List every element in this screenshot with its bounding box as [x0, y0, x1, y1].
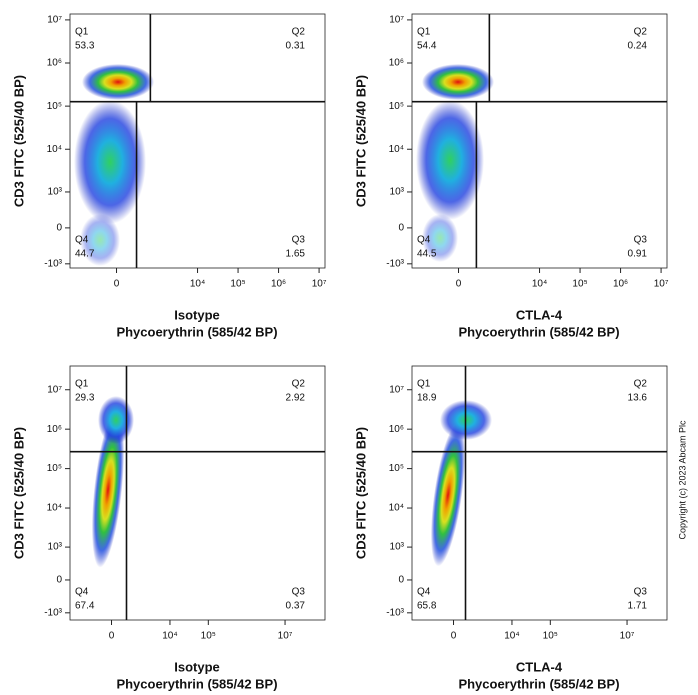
x-tick-label: 0	[456, 279, 462, 290]
x-axis-label: CTLA-4	[516, 659, 563, 674]
x-tick-label: 0	[451, 631, 457, 642]
y-tick-label: 0	[398, 575, 404, 586]
x-axis-label: Phycoerythrin (585/42 BP)	[116, 324, 277, 339]
quadrant-name: Q4	[417, 235, 431, 246]
y-tick-label: 10⁴	[389, 144, 404, 155]
y-axis-label: CD3 FITC (525/40 BP)	[11, 75, 26, 207]
y-tick-label: 10³	[48, 542, 63, 553]
y-tick-label: 10⁶	[389, 424, 404, 435]
quadrant-name: Q1	[417, 27, 431, 38]
x-tick-label: 10⁴	[504, 631, 519, 642]
quadrant-name: Q1	[417, 379, 431, 390]
quadrant-percent: 1.65	[286, 249, 306, 260]
x-axis-label: Phycoerythrin (585/42 BP)	[116, 676, 277, 691]
quadrant-name: Q3	[292, 235, 306, 246]
y-tick-label: 10³	[48, 187, 63, 198]
x-tick-label: 0	[109, 631, 115, 642]
y-tick-label: 10⁵	[389, 101, 404, 112]
quadrant-name: Q2	[292, 379, 306, 390]
x-axis-label: Phycoerythrin (585/42 BP)	[458, 676, 619, 691]
y-tick-label: 10⁴	[389, 503, 404, 514]
y-tick-label: 10³	[390, 187, 405, 198]
y-tick-label: 10⁶	[47, 424, 62, 435]
quadrant-percent: 2.92	[286, 393, 306, 404]
y-tick-label: 0	[56, 223, 62, 234]
y-tick-label: 10⁷	[389, 15, 404, 26]
y-tick-label: 10⁴	[47, 503, 62, 514]
y-axis-label: CD3 FITC (525/40 BP)	[353, 427, 368, 559]
quadrant-percent: 54.4	[417, 41, 437, 52]
quadrant-percent: 29.3	[75, 393, 95, 404]
quadrant-name: Q3	[634, 587, 648, 598]
quadrant-percent: 67.4	[75, 601, 95, 612]
y-tick-label: 10⁵	[47, 463, 62, 474]
y-tick-label: -10³	[386, 258, 404, 269]
y-tick-label: 0	[56, 575, 62, 586]
quadrant-percent: 44.5	[417, 249, 437, 260]
x-axis-label: Isotype	[174, 659, 220, 674]
quadrant-name: Q2	[634, 379, 648, 390]
x-axis-label: CTLA-4	[516, 307, 563, 322]
y-axis-label: CD3 FITC (525/40 BP)	[353, 75, 368, 207]
quadrant-name: Q4	[75, 587, 89, 598]
y-tick-label: 10³	[390, 542, 405, 553]
y-tick-label: 10⁶	[389, 58, 404, 69]
quadrant-percent: 44.7	[75, 249, 95, 260]
x-tick-label: 10⁵	[572, 279, 587, 290]
quadrant-percent: 65.8	[417, 601, 437, 612]
y-tick-label: -10³	[386, 607, 404, 618]
y-tick-label: 10⁵	[47, 101, 62, 112]
quadrant-percent: 0.37	[286, 601, 306, 612]
density-clouds	[74, 64, 494, 568]
quadrant-name: Q2	[634, 27, 648, 38]
quadrant-percent: 13.6	[628, 393, 648, 404]
quadrant-name: Q2	[292, 27, 306, 38]
copyright: Copyright (c) 2023 Abcam Plc	[677, 420, 687, 540]
y-axis-label: CD3 FITC (525/40 BP)	[11, 427, 26, 559]
quadrant-percent: 0.31	[286, 41, 306, 52]
quadrant-percent: 1.71	[628, 601, 648, 612]
x-tick-label: 10⁷	[312, 279, 327, 290]
quadrant-name: Q3	[292, 587, 306, 598]
y-tick-label: -10³	[44, 258, 62, 269]
x-tick-label: 10⁵	[201, 631, 216, 642]
quadrant-name: Q4	[417, 587, 431, 598]
x-tick-label: 10⁴	[190, 279, 205, 290]
y-tick-label: -10³	[44, 607, 62, 618]
x-tick-label: 0	[114, 279, 120, 290]
x-tick-label: 10⁶	[271, 279, 286, 290]
y-tick-label: 10⁷	[47, 15, 62, 26]
quadrant-percent: 0.91	[628, 249, 648, 260]
x-tick-label: 10⁴	[532, 279, 547, 290]
x-tick-label: 10⁴	[162, 631, 177, 642]
y-tick-label: 10⁷	[47, 384, 62, 395]
quadrant-name: Q3	[634, 235, 648, 246]
quadrant-percent: 0.24	[628, 41, 648, 52]
quadrant-name: Q1	[75, 27, 89, 38]
x-axis-label: Isotype	[174, 307, 220, 322]
plot-frame	[69, 365, 326, 621]
x-tick-label: 10⁷	[620, 631, 635, 642]
x-tick-label: 10⁷	[278, 631, 293, 642]
y-tick-label: 10⁵	[389, 463, 404, 474]
quadrant-name: Q4	[75, 235, 89, 246]
y-tick-label: 10⁶	[47, 58, 62, 69]
x-tick-label: 10⁵	[230, 279, 245, 290]
x-tick-label: 10⁷	[654, 279, 669, 290]
y-tick-label: 10⁴	[47, 144, 62, 155]
x-axis-label: Phycoerythrin (585/42 BP)	[458, 324, 619, 339]
x-tick-label: 10⁵	[543, 631, 558, 642]
quadrant-percent: 53.3	[75, 41, 95, 52]
quadrant-name: Q1	[75, 379, 89, 390]
quadrant-percent: 18.9	[417, 393, 437, 404]
plot-frame	[411, 365, 668, 621]
x-tick-label: 10⁶	[613, 279, 628, 290]
y-tick-label: 10⁷	[389, 384, 404, 395]
y-tick-label: 0	[398, 223, 404, 234]
